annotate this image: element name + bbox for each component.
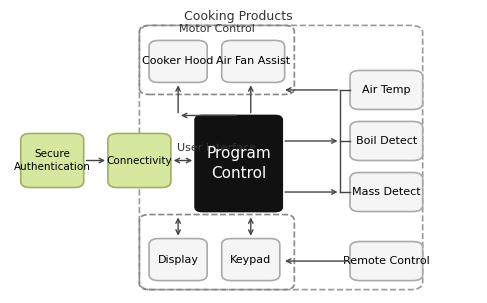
Text: Air Fan Assist: Air Fan Assist [216,56,290,66]
FancyBboxPatch shape [350,70,423,109]
Text: Secure
Authentication: Secure Authentication [14,149,91,172]
FancyBboxPatch shape [149,40,207,82]
Text: Remote Control: Remote Control [343,256,430,266]
Text: Motor Control: Motor Control [179,25,255,35]
Text: Mass Detect: Mass Detect [352,187,421,197]
FancyBboxPatch shape [21,134,84,188]
Text: Keypad: Keypad [230,255,271,265]
FancyBboxPatch shape [222,40,285,82]
Text: Display: Display [158,255,199,265]
Text: Cooker Hood: Cooker Hood [142,56,214,66]
FancyBboxPatch shape [149,238,207,281]
FancyBboxPatch shape [350,122,423,161]
FancyBboxPatch shape [350,172,423,211]
Text: Boil Detect: Boil Detect [356,136,417,146]
Text: Connectivity: Connectivity [107,155,172,165]
Text: Program
Control: Program Control [206,146,271,181]
Text: Air Temp: Air Temp [362,85,411,95]
FancyBboxPatch shape [350,241,423,281]
FancyBboxPatch shape [195,115,282,211]
FancyBboxPatch shape [108,134,171,188]
Text: Cooking Products: Cooking Products [185,10,293,23]
FancyBboxPatch shape [222,238,280,281]
Text: User Interface: User Interface [177,143,256,153]
